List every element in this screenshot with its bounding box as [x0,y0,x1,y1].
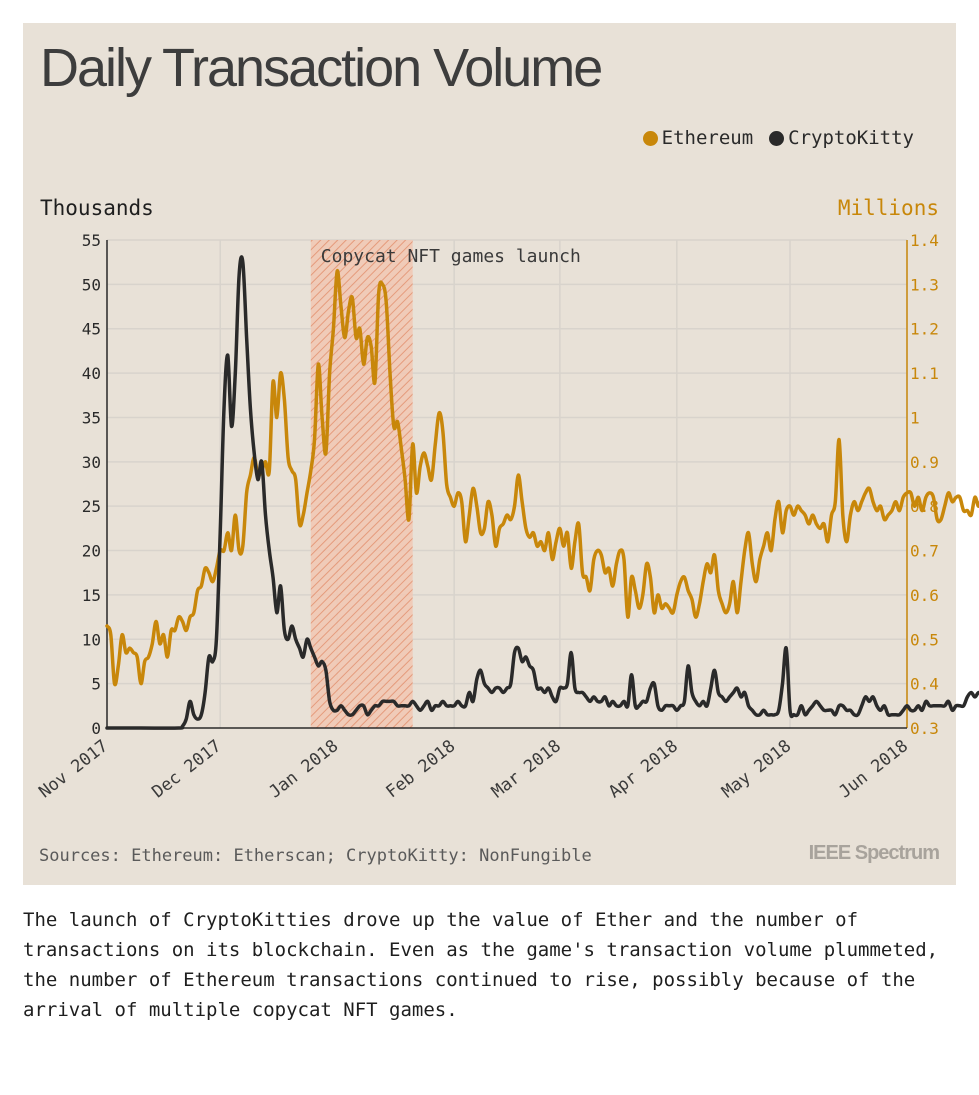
x-tick-label: Apr 2018 [605,736,682,802]
left-tick-label: 0 [91,719,101,738]
x-tick-label: Feb 2018 [382,736,459,802]
left-tick-label: 55 [82,231,101,250]
right-tick-label: 1.2 [910,320,939,339]
source-note: Sources: Ethereum: Etherscan; CryptoKitt… [39,846,592,866]
highlight-band [310,240,413,728]
right-tick-label: 0.4 [910,675,939,694]
legend-label-cryptokitty: CryptoKitty [788,127,914,149]
x-tick-label: Nov 2017 [35,736,112,802]
right-tick-label: 0.7 [910,542,939,561]
left-tick-label: 40 [82,364,101,383]
figure-caption: The launch of CryptoKitties drove up the… [23,909,939,1021]
left-tick-label: 45 [82,320,101,339]
right-tick-label: 1.4 [910,231,939,250]
left-tick-label: 50 [82,275,101,294]
legend-dot-cryptokitty [769,130,785,146]
left-tick-label: 5 [91,675,101,694]
highlight-label: Copycat NFT games launch [321,246,581,267]
x-tick-label: Jun 2018 [835,736,912,802]
left-tick-label: 20 [82,542,101,561]
right-tick-label: 0.5 [910,630,939,649]
x-tick-label: Jan 2018 [265,736,342,802]
legend-label-ethereum: Ethereum [661,127,754,149]
legend-dot-ethereum [642,130,658,146]
left-axis-unit: Thousands [40,196,154,220]
left-tick-label: 35 [82,408,101,427]
x-tick-label: May 2018 [718,736,795,802]
chart-legend: Ethereum CryptoKitty [642,127,914,149]
left-tick-label: 30 [82,453,101,472]
series-lines [105,255,979,730]
line-chart: Copycat NFT games launch 0 5 10 15 20 25 30 35 4… [35,196,979,866]
series-line-cryptokitty [105,255,979,730]
chart-card: Daily Transaction Volume Ethereum Crypto… [23,23,956,885]
left-tick-label: 15 [82,586,101,605]
right-tick-label: 0.9 [910,453,939,472]
ieee-spectrum-logo: IEEE Spectrum [809,842,940,864]
right-tick-label: 1.1 [910,364,939,383]
right-tick-label: 1.3 [910,275,939,294]
x-tick-label: Dec 2017 [148,736,225,802]
right-axis-unit: Millions [838,196,939,220]
legend-item-ethereum: Ethereum [642,127,754,149]
chart-title: Daily Transaction Volume [40,38,603,98]
left-tick-label: 25 [82,497,101,516]
right-tick-label: 0.3 [910,719,939,738]
left-tick-label: 10 [82,630,101,649]
right-tick-label: 0.6 [910,586,939,605]
x-tick-label: Mar 2018 [488,736,565,802]
legend-item-cryptokitty: CryptoKitty [769,127,914,149]
right-tick-label: 1 [910,408,920,427]
